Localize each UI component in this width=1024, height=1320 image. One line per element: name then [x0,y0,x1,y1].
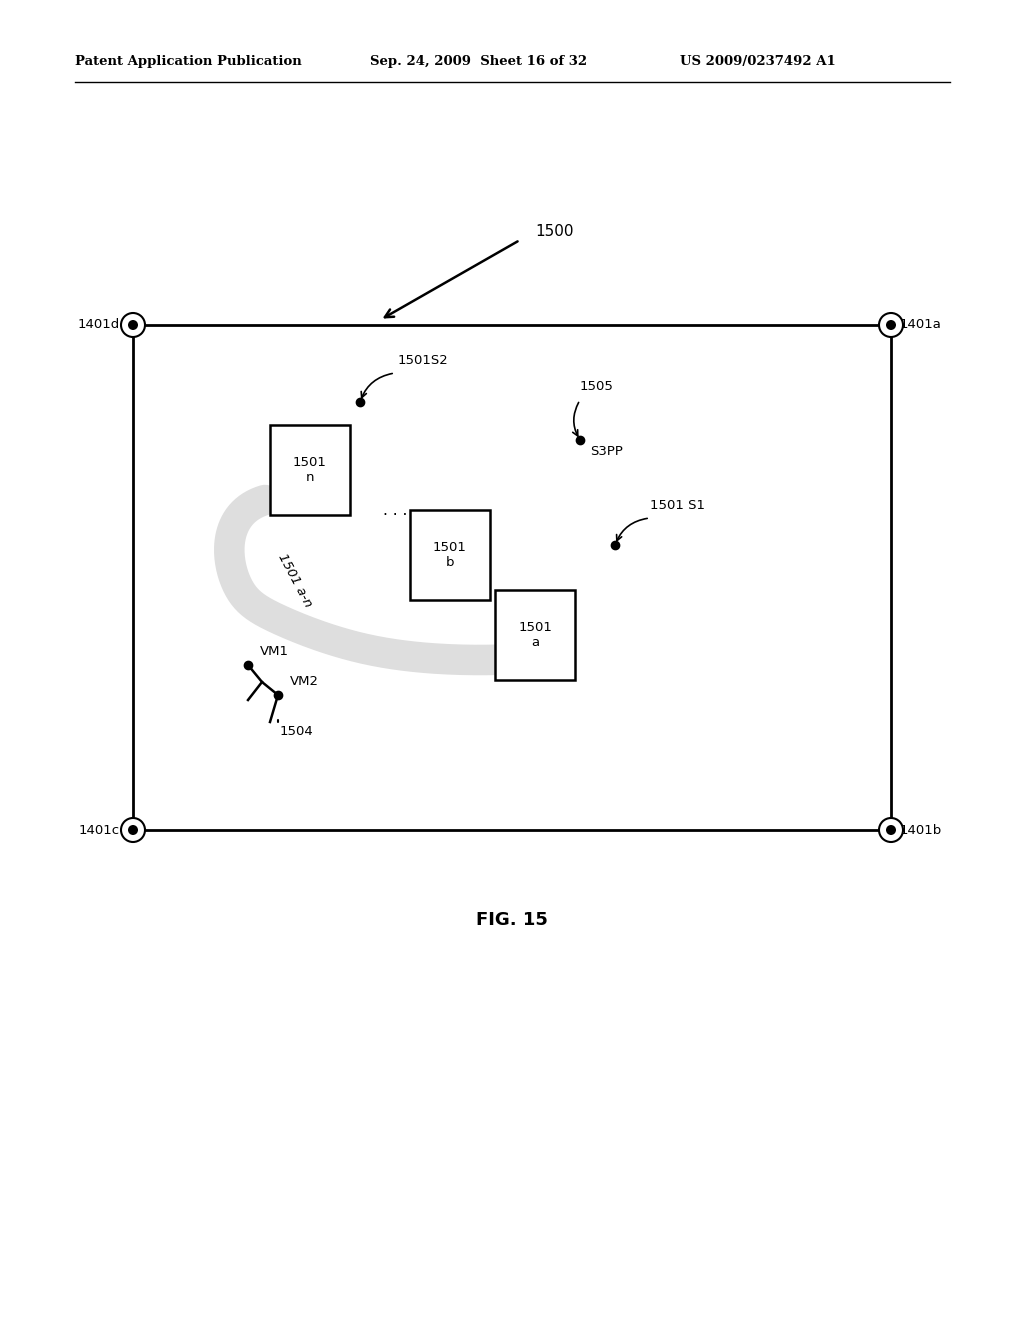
Circle shape [121,313,145,337]
Text: US 2009/0237492 A1: US 2009/0237492 A1 [680,55,836,69]
Text: Patent Application Publication: Patent Application Publication [75,55,302,69]
Text: 1505: 1505 [580,380,613,393]
Text: VM1: VM1 [260,645,289,657]
Text: 1401b: 1401b [900,824,942,837]
Text: FIG. 15: FIG. 15 [476,911,548,929]
Circle shape [886,319,896,330]
Text: 1501 a-n: 1501 a-n [275,550,314,609]
Circle shape [121,818,145,842]
Text: 1504: 1504 [280,725,313,738]
Text: 1501 S1: 1501 S1 [650,499,705,512]
Circle shape [128,319,138,330]
Text: 1501
b: 1501 b [433,541,467,569]
Text: 1501
n: 1501 n [293,455,327,484]
Text: Sep. 24, 2009  Sheet 16 of 32: Sep. 24, 2009 Sheet 16 of 32 [370,55,587,69]
Circle shape [886,825,896,836]
Circle shape [879,818,903,842]
Text: 1401d: 1401d [78,318,120,331]
Circle shape [128,825,138,836]
Bar [133,325,891,830]
Text: · · ·: · · · [383,507,408,523]
Bar [410,510,490,601]
Bar [495,590,575,680]
Text: 1401a: 1401a [900,318,942,331]
Text: 1401c: 1401c [79,824,120,837]
Text: S3PP: S3PP [590,445,623,458]
Text: VM2: VM2 [290,675,319,688]
Bar [270,425,350,515]
Text: 1501S2: 1501S2 [398,354,449,367]
Text: 1501
a: 1501 a [518,620,552,649]
Text: 1500: 1500 [535,224,573,239]
Circle shape [879,313,903,337]
